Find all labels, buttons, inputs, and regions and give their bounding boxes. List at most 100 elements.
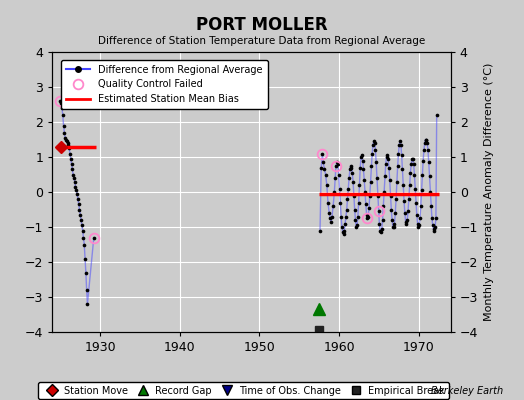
Point <box>383 154 391 160</box>
Point <box>403 217 411 223</box>
Point <box>431 224 439 230</box>
Point <box>421 136 430 143</box>
Point <box>73 190 81 197</box>
Point <box>328 213 336 220</box>
Point <box>411 185 419 192</box>
Point <box>388 217 396 223</box>
Point <box>75 206 84 213</box>
Point <box>67 156 75 162</box>
Point <box>346 162 355 169</box>
Point <box>338 224 346 230</box>
Point <box>77 217 85 223</box>
Point <box>78 222 86 228</box>
Point <box>408 156 416 162</box>
Point <box>80 241 89 248</box>
Point <box>387 206 396 213</box>
Point <box>390 220 399 227</box>
Legend: Station Move, Record Gap, Time of Obs. Change, Empirical Break: Station Move, Record Gap, Time of Obs. C… <box>38 382 449 400</box>
Point <box>430 227 439 234</box>
Point <box>410 171 419 178</box>
Point <box>359 166 368 172</box>
Point <box>418 187 426 194</box>
Point <box>360 176 368 183</box>
Point <box>362 201 370 208</box>
Text: Berkeley Earth: Berkeley Earth <box>431 386 503 396</box>
Point <box>76 212 84 218</box>
Point <box>58 105 66 111</box>
Point <box>371 147 379 153</box>
Point <box>69 171 78 178</box>
Point <box>63 140 72 146</box>
Point <box>398 166 407 172</box>
Point <box>370 140 379 146</box>
Point <box>396 138 404 144</box>
Point <box>71 178 79 185</box>
Y-axis label: Monthly Temperature Anomaly Difference (°C): Monthly Temperature Anomaly Difference (… <box>484 63 494 321</box>
Point <box>333 159 341 166</box>
Point <box>361 189 369 195</box>
Point <box>392 196 400 202</box>
Point <box>318 150 326 157</box>
Point <box>343 196 352 202</box>
Point <box>417 203 425 209</box>
Point <box>71 184 80 190</box>
Point <box>64 142 72 148</box>
Point <box>428 215 436 222</box>
Point <box>381 161 390 167</box>
Point <box>74 196 82 202</box>
Point <box>404 208 412 214</box>
Point <box>389 224 398 230</box>
Point <box>317 164 325 171</box>
Point <box>416 215 424 222</box>
Point <box>368 150 376 157</box>
Point <box>62 138 71 144</box>
Point <box>425 173 434 180</box>
Point <box>366 178 375 185</box>
Point <box>377 229 385 236</box>
Point <box>384 156 392 162</box>
Point <box>385 164 393 171</box>
Point <box>358 157 367 164</box>
Point <box>389 224 397 230</box>
Point <box>402 220 411 227</box>
Point <box>337 213 345 220</box>
Point <box>394 162 402 169</box>
Point <box>357 154 365 160</box>
Point <box>386 176 394 183</box>
Point <box>378 217 387 223</box>
Point <box>432 215 440 222</box>
Point <box>66 150 74 157</box>
Point <box>422 136 431 143</box>
Point <box>432 112 441 118</box>
Point <box>62 136 70 143</box>
Point <box>316 227 324 234</box>
Point <box>351 206 359 213</box>
Point <box>347 164 356 171</box>
Point <box>418 171 427 178</box>
Point <box>340 231 348 237</box>
Point <box>378 226 386 232</box>
Point <box>379 203 388 209</box>
Point <box>79 227 87 234</box>
Point <box>366 192 374 199</box>
Point <box>358 152 366 158</box>
Point <box>429 222 437 228</box>
Point <box>83 301 92 307</box>
Point <box>375 220 384 227</box>
Point <box>424 147 432 153</box>
Point <box>354 213 362 220</box>
Point <box>59 112 67 118</box>
Point <box>397 142 405 148</box>
Point <box>70 175 78 181</box>
Point <box>415 222 423 228</box>
Point <box>324 199 332 206</box>
Point <box>429 226 438 232</box>
Point <box>72 187 81 194</box>
Point <box>399 182 408 188</box>
Point <box>340 227 348 234</box>
Point <box>344 185 353 192</box>
Point <box>374 208 383 214</box>
Point <box>426 189 434 195</box>
Point <box>339 229 347 236</box>
Point <box>90 234 98 241</box>
